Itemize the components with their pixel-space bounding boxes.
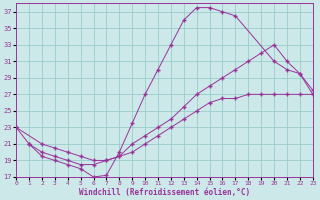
X-axis label: Windchill (Refroidissement éolien,°C): Windchill (Refroidissement éolien,°C): [79, 188, 250, 197]
